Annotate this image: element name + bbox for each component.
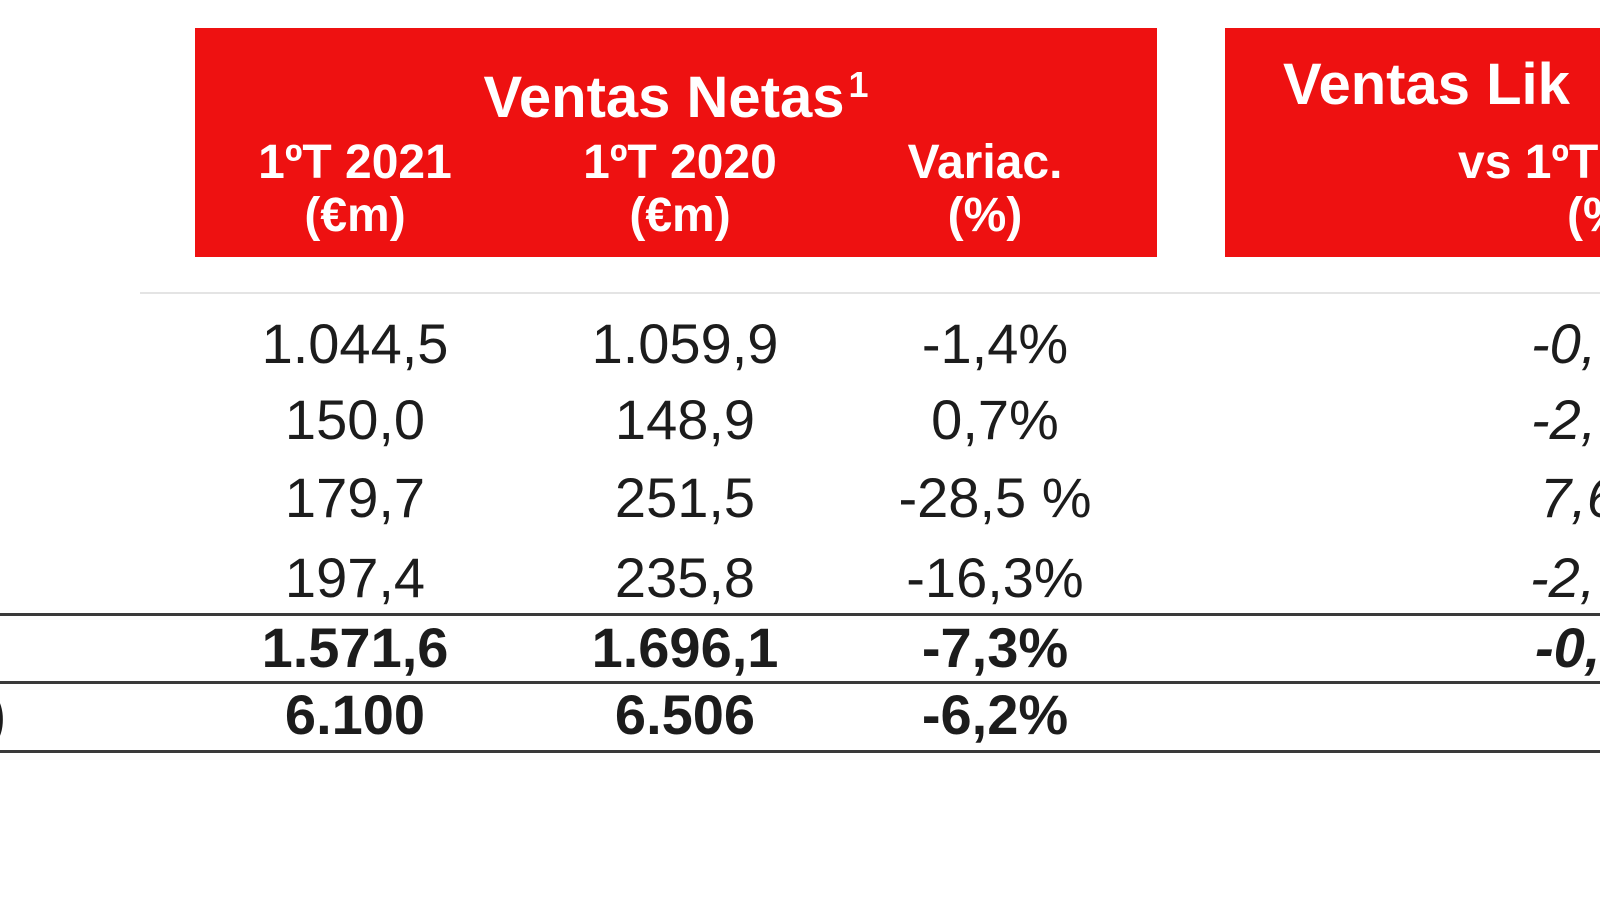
column-header-unit: (%) [947, 189, 1023, 242]
cell-variac-row2: 0,7% [931, 388, 1059, 451]
column-header-1t2021: 1ºT 2021 (€m) [195, 136, 515, 242]
column-header-unit: (€m) [304, 189, 406, 242]
ventas-netas-header: Ventas Netas 1 1ºT 2021 (€m) 1ºT 2020 (€m… [195, 28, 1157, 257]
cell-variac-row1: -1,4% [921, 312, 1069, 375]
ventas-lfl-header: Ventas Lik vs 1ºT (% [1225, 28, 1600, 257]
cell-variac-volume: -6,2% [921, 683, 1069, 746]
cell-lfl-row2: -2, [1531, 388, 1597, 451]
cell-2021-row4: 197,4 [284, 546, 426, 609]
cell-2021-row1: 1.044,5 [261, 312, 449, 375]
ventas-lfl-subheader-period: vs 1ºT [1458, 136, 1599, 189]
header-underline [140, 292, 1600, 294]
cell-2020-total: 1.696,1 [591, 616, 779, 679]
cell-variac-row3: -28,5 % [898, 466, 1092, 529]
cell-2020-row3: 251,5 [614, 466, 756, 529]
cell-2021-row3: 179,7 [284, 466, 426, 529]
volume-row-bottom-rule [0, 750, 1600, 753]
cell-variac-total: -7,3% [921, 616, 1069, 679]
cell-2020-row1: 1.059,9 [591, 312, 779, 375]
cell-lfl-row4: -2, [1530, 546, 1596, 609]
column-header-period: Variac. [907, 136, 1063, 189]
cell-lfl-total: -0, [1535, 616, 1600, 679]
ventas-netas-title: Ventas Netas 1 [195, 50, 1157, 130]
cell-2020-row2: 148,9 [614, 388, 756, 451]
ventas-netas-title-text: Ventas Netas [483, 64, 845, 130]
ventas-lfl-subheader-unit: (% [1567, 189, 1600, 242]
column-header-unit: (€m) [629, 189, 731, 242]
cell-lfl-row1: -0, [1531, 312, 1597, 375]
cell-2021-row2: 150,0 [284, 388, 426, 451]
cell-lfl-row3: 7,6 [1540, 466, 1600, 529]
total-row-bottom-rule [0, 681, 1600, 684]
cell-2021-volume: 6.100 [284, 683, 426, 746]
row-label-fragment: ) [0, 685, 6, 745]
ventas-lfl-title: Ventas Lik [1283, 52, 1570, 117]
footnote-marker: 1 [848, 64, 869, 105]
cell-variac-row4: -16,3% [906, 546, 1084, 609]
cell-2021-total: 1.571,6 [261, 616, 449, 679]
column-header-period: 1ºT 2020 [583, 136, 777, 189]
column-header-variac: Variac. (%) [835, 136, 1135, 242]
column-header-1t2020: 1ºT 2020 (€m) [515, 136, 845, 242]
column-header-period: 1ºT 2021 [258, 136, 452, 189]
cell-2020-volume: 6.506 [614, 683, 756, 746]
total-row-top-rule [0, 613, 1600, 616]
cell-2020-row4: 235,8 [614, 546, 756, 609]
